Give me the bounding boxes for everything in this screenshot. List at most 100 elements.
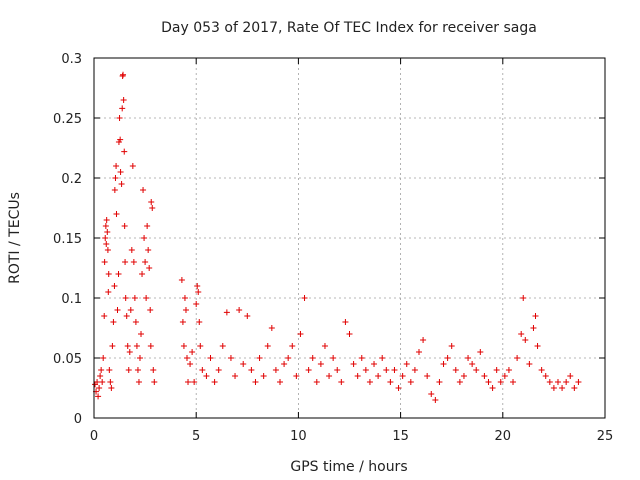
data-point [444,355,451,361]
data-point [248,367,255,373]
data-point [134,367,141,373]
data-point [489,385,496,391]
data-point [526,361,533,367]
data-point [107,379,114,385]
data-point [114,307,121,313]
data-point [102,235,109,241]
y-tick-label: 0.15 [53,232,82,247]
data-point [383,367,390,373]
data-point [118,181,125,187]
y-tick-label: 0.05 [53,352,82,367]
data-point [104,247,111,253]
data-point [362,367,369,373]
data-point [501,373,508,379]
data-point [105,289,112,295]
data-point [465,355,472,361]
data-point [120,71,127,78]
data-point [96,385,103,391]
data-point [203,373,210,379]
data-point [140,187,147,193]
data-point [366,379,373,385]
data-point [116,115,123,121]
data-point [563,379,570,385]
data-point [448,343,455,349]
y-tick-label: 0 [74,412,82,427]
data-point [403,361,410,367]
data-point [240,361,247,367]
x-axis-title: GPS time / hours [290,459,407,475]
data-point [452,367,459,373]
data-point [102,223,109,229]
data-point [129,163,136,169]
data-point [554,379,561,385]
data-point [113,211,120,217]
data-point [473,367,480,373]
data-point [428,391,435,397]
data-point [193,301,200,307]
x-tick-label: 5 [192,429,200,444]
data-point [514,355,521,361]
data-point [518,331,525,337]
data-point [189,349,196,355]
data-point [505,367,512,373]
data-point [575,379,582,385]
data-point [481,373,488,379]
data-point [146,265,153,271]
y-tick-labels: 0 0.05 0.1 0.15 0.2 0.25 0.3 [53,52,82,427]
data-point [135,379,142,385]
data-point [127,307,134,313]
data-point [145,247,152,253]
data-point [567,373,574,379]
data-point [112,175,119,181]
data-point [197,343,204,349]
data-point [195,289,202,295]
data-point [227,355,234,361]
data-point [181,295,188,301]
data-point [97,373,104,379]
data-point [199,367,206,373]
data-point [128,247,135,253]
data-point [411,367,418,373]
data-point [101,313,108,319]
y-tick-label: 0.25 [53,112,82,127]
data-point [354,373,361,379]
data-point [281,361,288,367]
data-point [477,349,484,355]
data-point [133,343,140,349]
data-point [375,373,382,379]
data-point [121,148,128,155]
data-point [432,397,439,403]
data-point [185,379,192,385]
data-point [106,367,113,373]
data-point [211,379,218,385]
data-point [493,367,500,373]
data-point [126,349,133,355]
data-point [136,355,143,361]
data-point [460,373,467,379]
data-point [143,295,150,301]
data-point [123,313,130,319]
y-tick-label: 0.2 [61,172,82,187]
data-point [196,319,203,325]
data-point [94,379,101,385]
x-tick-label: 15 [392,429,409,444]
data-point [342,319,349,325]
data-point [272,367,279,373]
data-point [530,325,537,331]
data-point [98,367,105,373]
axis-ticks [93,57,606,419]
data-point [321,343,328,349]
x-tick-label: 25 [597,429,614,444]
data-point [559,385,566,391]
data-point [95,393,102,400]
data-point [187,361,194,367]
data-point [117,136,124,143]
data-point [109,343,116,349]
data-point [571,385,578,391]
data-point [139,271,146,277]
data-point [350,361,357,367]
y-tick-label: 0.3 [61,52,82,67]
data-point [358,355,365,361]
data-point [424,373,431,379]
